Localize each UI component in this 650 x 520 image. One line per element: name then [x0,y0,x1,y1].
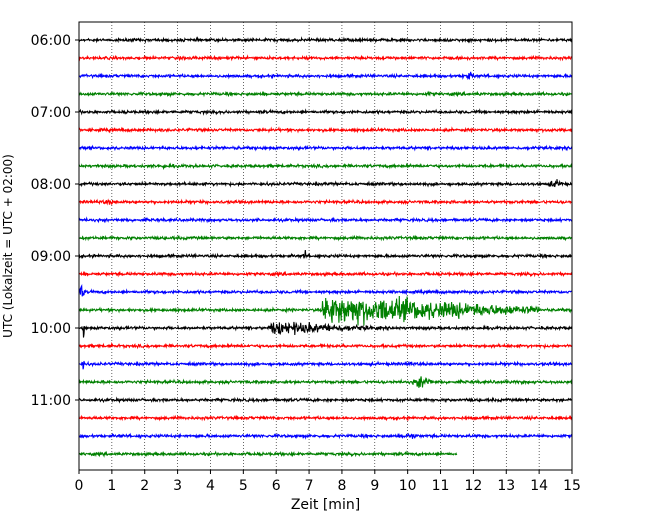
trace-2 [78,71,573,80]
x-tick-label-12: 12 [464,478,482,494]
y-tick-label-0: 06:00 [31,33,71,49]
x-tick-label-2: 2 [140,478,149,494]
x-tick-label-6: 6 [272,478,281,494]
trace-3 [78,90,573,98]
x-tick-label-9: 9 [370,478,379,494]
trace-0 [78,36,573,44]
x-tick-label-5: 5 [239,478,248,494]
y-axis-label: UTC (Lokalzeit = UTC + 02:00) [1,154,15,338]
trace-23 [78,450,458,458]
trace-20 [78,396,573,404]
trace-7 [78,162,573,171]
trace-19 [78,376,573,388]
trace-9 [78,198,573,206]
plot-frame [78,21,573,471]
y-tick-label-3: 09:00 [31,249,71,265]
trace-16 [78,321,573,338]
x-tick-label-0: 0 [75,478,84,494]
x-tick-label-3: 3 [173,478,182,494]
x-tick-label-11: 11 [432,478,450,494]
x-tick-label-4: 4 [206,478,215,494]
trace-22 [78,432,573,440]
y-axis-ticks: 06:00 07:00 08:00 09:00 10:00 11:00 [31,33,79,409]
x-tick-label-8: 8 [337,478,346,494]
y-tick-label-2: 08:00 [31,177,71,193]
x-tick-label-13: 13 [497,478,515,494]
x-tick-label-10: 10 [399,478,417,494]
trace-11 [78,234,573,242]
trace-4 [78,108,573,116]
y-tick-label-4: 10:00 [31,321,71,337]
trace-15 [78,295,573,326]
trace-5 [78,126,573,134]
trace-17 [78,341,573,350]
trace-8 [78,179,573,188]
x-tick-label-14: 14 [530,478,548,494]
trace-21 [78,414,573,422]
trace-13 [78,270,573,278]
grid-lines [78,22,573,470]
x-tick-label-15: 15 [563,478,581,494]
trace-18 [78,360,573,370]
trace-1 [78,54,573,62]
x-axis-ticks: 0 1 2 3 4 5 6 7 8 9 10 11 12 13 14 15 [75,470,581,494]
y-tick-label-1: 07:00 [31,105,71,121]
x-tick-label-1: 1 [107,478,116,494]
trace-10 [78,216,573,224]
trace-12 [78,250,573,260]
seismogram-traces [78,36,573,458]
trace-14 [78,283,573,297]
trace-6 [78,144,573,152]
x-tick-label-7: 7 [305,478,314,494]
x-axis-label: Zeit [min] [291,497,360,513]
y-tick-label-5: 11:00 [31,393,71,409]
